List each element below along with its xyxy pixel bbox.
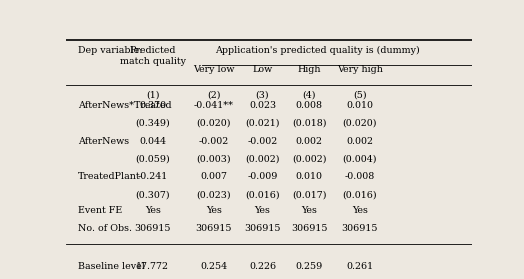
Text: Application's predicted quality is (dummy): Application's predicted quality is (dumm… — [215, 46, 420, 56]
Text: (0.020): (0.020) — [343, 119, 377, 128]
Text: 0.023: 0.023 — [249, 101, 276, 110]
Text: Low: Low — [253, 65, 272, 74]
Text: 306915: 306915 — [291, 224, 328, 233]
Text: High: High — [298, 65, 321, 74]
Text: 0.010: 0.010 — [346, 101, 374, 110]
Text: AfterNews*Treated: AfterNews*Treated — [78, 101, 171, 110]
Text: -0.041**: -0.041** — [194, 101, 234, 110]
Text: (0.004): (0.004) — [343, 155, 377, 164]
Text: 0.044: 0.044 — [139, 137, 166, 146]
Text: 306915: 306915 — [195, 224, 232, 233]
Text: TreatedPlant: TreatedPlant — [78, 172, 140, 181]
Text: Yes: Yes — [255, 206, 270, 215]
Text: -0.008: -0.008 — [345, 172, 375, 181]
Text: -0.009: -0.009 — [247, 172, 278, 181]
Text: Yes: Yes — [301, 206, 317, 215]
Text: 17.772: 17.772 — [136, 262, 169, 271]
Text: (3): (3) — [256, 90, 269, 99]
Text: 0.259: 0.259 — [296, 262, 323, 271]
Text: (0.002): (0.002) — [292, 155, 326, 164]
Text: (0.016): (0.016) — [343, 190, 377, 199]
Text: Yes: Yes — [352, 206, 368, 215]
Text: (0.349): (0.349) — [135, 119, 170, 128]
Text: -0.002: -0.002 — [247, 137, 278, 146]
Text: (0.002): (0.002) — [245, 155, 280, 164]
Text: -0.002: -0.002 — [199, 137, 229, 146]
Text: 0.007: 0.007 — [200, 172, 227, 181]
Text: 0.261: 0.261 — [346, 262, 374, 271]
Text: (0.017): (0.017) — [292, 190, 326, 199]
Text: (4): (4) — [302, 90, 316, 99]
Text: (0.021): (0.021) — [245, 119, 280, 128]
Text: 0.226: 0.226 — [249, 262, 276, 271]
Text: 306915: 306915 — [244, 224, 281, 233]
Text: (2): (2) — [207, 90, 221, 99]
Text: Baseline level: Baseline level — [78, 262, 145, 271]
Text: (5): (5) — [353, 90, 367, 99]
Text: (0.003): (0.003) — [196, 155, 231, 164]
Text: (1): (1) — [146, 90, 160, 99]
Text: Very low: Very low — [193, 65, 234, 74]
Text: 0.010: 0.010 — [296, 172, 323, 181]
Text: (0.020): (0.020) — [196, 119, 231, 128]
Text: (0.016): (0.016) — [245, 190, 280, 199]
Text: 0.002: 0.002 — [346, 137, 374, 146]
Text: 0.370: 0.370 — [139, 101, 167, 110]
Text: (0.018): (0.018) — [292, 119, 326, 128]
Text: (0.307): (0.307) — [136, 190, 170, 199]
Text: Yes: Yes — [145, 206, 161, 215]
Text: 306915: 306915 — [342, 224, 378, 233]
Text: No. of Obs.: No. of Obs. — [78, 224, 132, 233]
Text: 0.002: 0.002 — [296, 137, 323, 146]
Text: (0.023): (0.023) — [196, 190, 231, 199]
Text: Predicted
match quality: Predicted match quality — [120, 46, 186, 66]
Text: -0.241: -0.241 — [138, 172, 168, 181]
Text: Dep variable:: Dep variable: — [78, 46, 142, 55]
Text: Very high: Very high — [337, 65, 383, 74]
Text: 0.254: 0.254 — [200, 262, 227, 271]
Text: AfterNews: AfterNews — [78, 137, 129, 146]
Text: Event FE: Event FE — [78, 206, 122, 215]
Text: Yes: Yes — [206, 206, 222, 215]
Text: 0.008: 0.008 — [296, 101, 323, 110]
Text: 306915: 306915 — [135, 224, 171, 233]
Text: (0.059): (0.059) — [135, 155, 170, 164]
